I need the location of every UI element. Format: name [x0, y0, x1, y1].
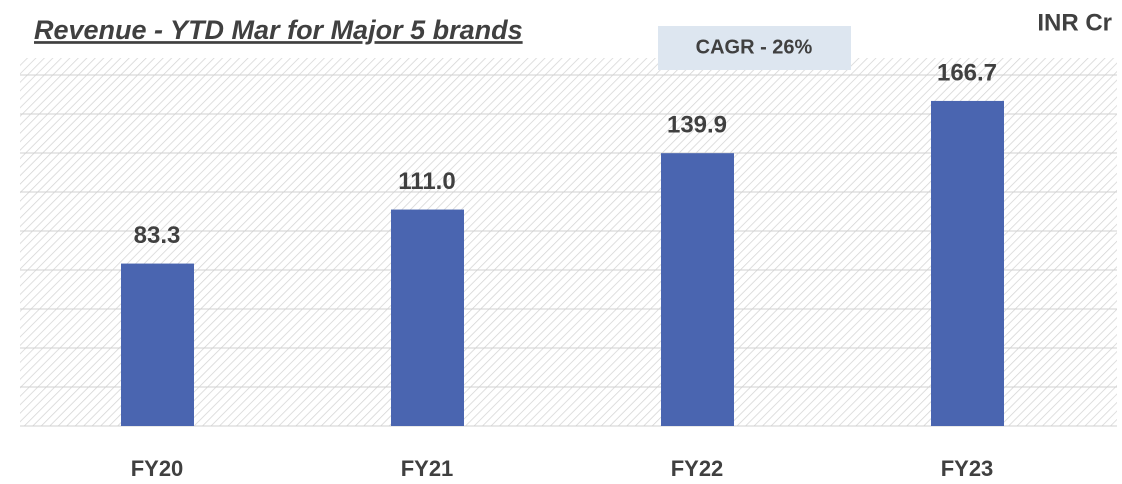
x-tick-label: FY20 — [131, 456, 184, 481]
bar — [121, 263, 194, 426]
bar — [391, 209, 464, 426]
bar — [661, 153, 734, 426]
value-label: 83.3 — [134, 222, 181, 249]
unit-label: INR Cr — [1037, 9, 1112, 36]
annotation: CAGR - 26% — [696, 36, 813, 58]
value-label: 166.7 — [937, 59, 997, 86]
bar — [931, 100, 1004, 426]
x-tick-label: FY23 — [941, 456, 994, 481]
annotation-box — [658, 26, 851, 70]
value-label: 139.9 — [667, 112, 727, 139]
x-tick-label: FY22 — [671, 456, 724, 481]
x-tick-label: FY21 — [401, 456, 454, 481]
value-label: 111.0 — [398, 168, 455, 195]
chart-title: Revenue - YTD Mar for Major 5 brands — [34, 15, 523, 45]
